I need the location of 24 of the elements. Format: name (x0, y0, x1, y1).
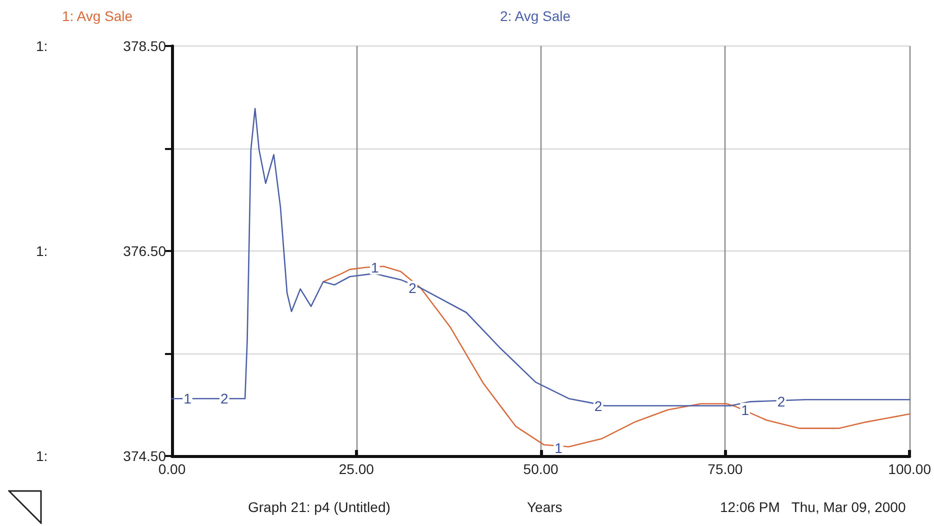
caption: Graph 21: p4 (Untitled) (248, 499, 390, 515)
annotation: 1 (184, 390, 192, 407)
annotation: 2 (408, 280, 417, 296)
x-tick-label: 100.00 (888, 461, 932, 477)
annotation: 2 (220, 390, 228, 407)
text: 1: Avg Sale (62, 8, 133, 24)
y-tick-label: 376.50 (123, 243, 166, 259)
annotation: 2 (777, 394, 786, 410)
x-tick-label: 25.00 (338, 461, 374, 477)
annotation: 1 (370, 259, 379, 276)
y-tick-label: 378.50 (123, 38, 166, 54)
y-tick-label: 374.50 (123, 448, 166, 464)
annotation: 2 (594, 398, 602, 414)
annotation: 1 (741, 402, 750, 418)
annotation: 1 (554, 440, 563, 456)
text: 1: (36, 243, 48, 259)
text: 1: (36, 38, 48, 54)
text: 12:06 PM Thu, Mar 09, 2000 (720, 499, 906, 515)
x-tick-label: 50.00 (523, 461, 559, 477)
x-axis-title: Years (527, 499, 562, 515)
x-tick-label: 0.00 (158, 461, 186, 477)
text: 1: (36, 448, 48, 464)
text: 2: Avg Sale (500, 8, 571, 24)
x-tick-label: 75.00 (708, 461, 743, 477)
